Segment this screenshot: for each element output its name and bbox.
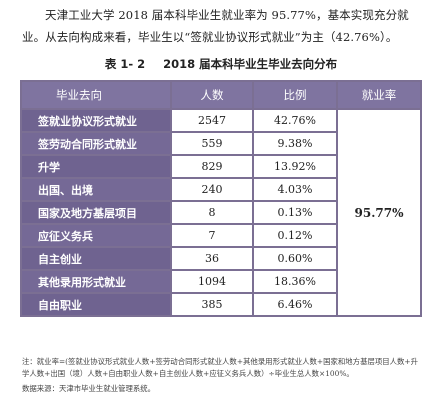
row-category: 应征义务兵 — [20, 223, 172, 248]
row-count: 385 — [170, 292, 254, 317]
row-category: 签劳动合同形式就业 — [20, 131, 172, 156]
table-header-row: 毕业去向 人数 比例 就业率 — [20, 80, 422, 110]
row-ratio: 0.13% — [252, 200, 338, 225]
table-row: 升学 829 13.92% — [20, 154, 421, 179]
row-count: 36 — [170, 246, 254, 271]
table-row: 出国、出境 240 4.03% — [20, 177, 421, 202]
header-ratio: 比例 — [252, 80, 338, 110]
row-count: 8 — [170, 200, 254, 225]
header-employment-rate: 就业率 — [336, 80, 422, 110]
row-ratio: 42.76% — [252, 108, 338, 133]
header-count: 人数 — [170, 80, 254, 110]
table-row: 签劳动合同形式就业 559 9.38% — [20, 131, 421, 156]
table-row: 自主创业 36 0.60% — [20, 246, 421, 271]
header-destination: 毕业去向 — [20, 80, 172, 110]
table-note: 注：就业率=(签就业协议形式就业人数+签劳动合同形式就业人数+其他录用形式就业人… — [22, 357, 418, 378]
row-ratio: 0.60% — [252, 246, 338, 271]
row-category: 自由职业 — [20, 292, 172, 317]
table-row: 自由职业 385 6.46% — [20, 292, 421, 317]
row-count: 2547 — [170, 108, 254, 133]
destination-table: 毕业去向 人数 比例 就业率 签就业协议形式就业 2547 42.76% 95.… — [20, 80, 422, 317]
row-ratio: 6.46% — [252, 292, 338, 317]
table-row: 其他录用形式就业 1094 18.36% — [20, 269, 421, 294]
row-count: 829 — [170, 154, 254, 179]
row-ratio: 13.92% — [252, 154, 338, 179]
row-category: 国家及地方基层项目 — [20, 200, 172, 225]
table-row: 签就业协议形式就业 2547 42.76% 95.77% — [20, 108, 422, 317]
intro-paragraph: 天津工业大学 2018 届本科毕业生就业率为 95.77%，基本实现充分就业。从… — [22, 8, 409, 44]
row-category: 升学 — [20, 154, 172, 179]
row-ratio: 4.03% — [252, 177, 338, 202]
row-count: 7 — [170, 223, 254, 248]
employment-rate-value: 95.77% — [336, 108, 422, 317]
row-count: 240 — [170, 177, 254, 202]
row-category: 其他录用形式就业 — [20, 269, 172, 294]
table-row: 国家及地方基层项目 8 0.13% — [20, 200, 421, 225]
row-category: 自主创业 — [20, 246, 172, 271]
table-number: 表 1- 2 — [104, 57, 146, 71]
table-title: 2018 届本科毕业生毕业去向分布 — [163, 57, 338, 71]
row-count: 1094 — [170, 269, 254, 294]
row-count: 559 — [170, 131, 254, 156]
row-category: 出国、出境 — [20, 177, 172, 202]
table-row: 应征义务兵 7 0.12% — [20, 223, 421, 248]
row-ratio: 18.36% — [252, 269, 338, 294]
data-source: 数据来源：天津市毕业生就业管理系统。 — [22, 384, 156, 393]
row-ratio: 0.12% — [252, 223, 338, 248]
row-ratio: 9.38% — [252, 131, 338, 156]
row-category: 签就业协议形式就业 — [20, 108, 172, 133]
table-caption: 表 1- 2 2018 届本科毕业生毕业去向分布 — [0, 56, 442, 72]
